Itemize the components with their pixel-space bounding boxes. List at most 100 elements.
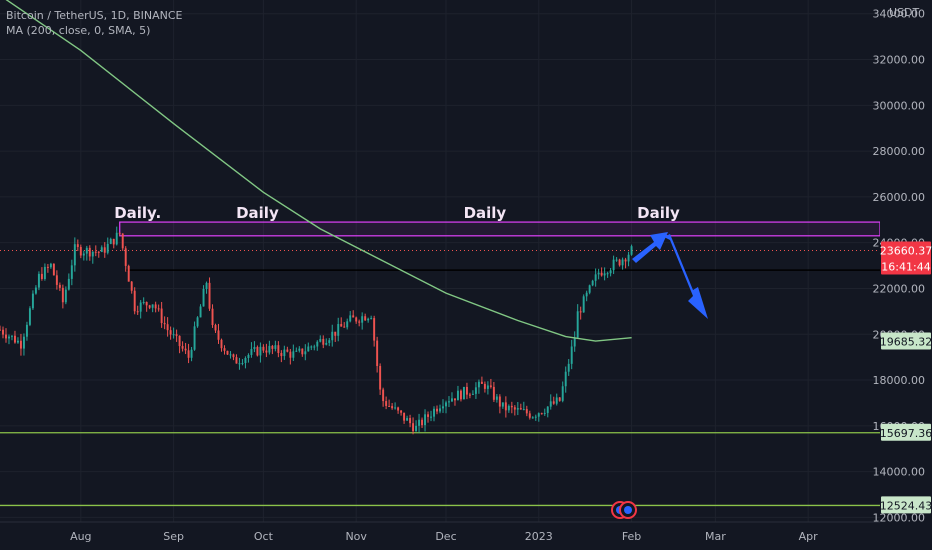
candle-body [208, 282, 211, 309]
candle-body [139, 302, 142, 312]
support-upper-badge-bg [881, 423, 931, 441]
candle-body [55, 275, 58, 285]
candle-body [355, 317, 358, 322]
candle-body [136, 311, 139, 313]
candle-body [537, 413, 540, 417]
candle-body [388, 405, 391, 407]
candle-body [8, 336, 10, 339]
candle-body [97, 251, 100, 253]
ma-value-badge: 19685.32 [880, 335, 932, 348]
candle-body [421, 419, 424, 426]
candle-body [516, 408, 519, 410]
candle-body [600, 272, 603, 276]
candle-body [573, 337, 576, 347]
candle-body [151, 304, 154, 308]
candle-body [316, 341, 319, 347]
candle-body [609, 270, 612, 274]
time-axis-tick: Apr [799, 530, 819, 543]
candle-body [612, 259, 615, 271]
candle-body [364, 316, 367, 321]
time-axis-tick: Sep [163, 530, 184, 543]
candle-body [445, 402, 447, 407]
candle-body [564, 371, 567, 387]
candle-body [570, 346, 573, 364]
candle-body [415, 425, 418, 432]
candle-body [172, 334, 175, 336]
candle-body [238, 363, 241, 365]
indicator-title[interactable]: MA (200, close, 0, SMA, 5) [6, 24, 151, 37]
price-axis-tick: 34000.00 [873, 8, 926, 21]
candle-body [64, 289, 67, 303]
candle-body [256, 347, 259, 356]
candle-body [456, 390, 459, 401]
candle-body [597, 272, 600, 275]
candle-body [385, 401, 388, 406]
candle-body [594, 274, 597, 281]
time-axis-tick: Oct [254, 530, 274, 543]
candle-body [73, 244, 76, 266]
candle-body [5, 334, 7, 339]
candle-body [277, 345, 280, 354]
candle-body [82, 253, 85, 256]
support-lower-badge: 12524.43 [880, 499, 932, 512]
candle-body [591, 280, 594, 286]
candle-body [67, 278, 70, 290]
candle-body [190, 349, 193, 358]
candle-body [477, 381, 480, 388]
candle-body [43, 266, 46, 279]
candle-body [154, 304, 157, 309]
candle-body [430, 416, 432, 418]
candle-body [370, 318, 373, 320]
candle-body [495, 396, 498, 400]
candle-body [349, 315, 352, 322]
candle-body [211, 308, 214, 326]
price-axis-tick: 28000.00 [873, 145, 926, 158]
candle-body [109, 238, 112, 244]
candle-body [22, 336, 25, 349]
candle-body [424, 414, 427, 426]
candle-body [46, 266, 49, 268]
candle-body [160, 308, 163, 324]
time-axis-tick: Nov [345, 530, 367, 543]
candle-body [346, 321, 349, 328]
candle-body [280, 353, 283, 357]
candle-body [85, 247, 88, 254]
candle-body [49, 263, 52, 268]
candle-body [552, 401, 555, 404]
candle-body [274, 345, 277, 349]
candle-body [501, 402, 504, 407]
candle-body [513, 407, 516, 410]
annotation-label: Daily. [114, 204, 161, 222]
arrow-down [664, 234, 708, 319]
countdown-badge: 16:41:44 [881, 260, 930, 273]
price-axis-tick: 26000.00 [873, 191, 926, 204]
arrow-up [632, 232, 668, 263]
candle-body [169, 330, 172, 335]
candle-body [244, 358, 247, 364]
candle-body [232, 354, 235, 358]
candle-body [606, 273, 609, 275]
candle-body [88, 247, 91, 257]
candle-body [531, 417, 534, 419]
candle-body [522, 409, 525, 411]
candle-body [52, 263, 55, 276]
support-lower-badge-bg [881, 496, 931, 514]
last-price-badge: 23660.37 [880, 244, 932, 257]
chart-legend: Bitcoin / TetherUS, 1D, BINANCE MA (200,… [6, 8, 183, 38]
candle-body [340, 324, 343, 327]
candle-body [397, 407, 400, 411]
candle-body [462, 386, 465, 400]
price-axis-currency: USDT [889, 6, 920, 19]
candle-body [451, 398, 453, 402]
candle-body [406, 418, 409, 421]
candle-body [453, 398, 456, 401]
candle-body [546, 406, 549, 413]
candle-body [184, 348, 187, 351]
candle-body [0, 329, 1, 331]
candle-body [352, 315, 355, 318]
symbol-title[interactable]: Bitcoin / TetherUS, 1D, BINANCE [6, 9, 183, 22]
candle-body [555, 397, 558, 404]
candle-body [379, 366, 382, 390]
